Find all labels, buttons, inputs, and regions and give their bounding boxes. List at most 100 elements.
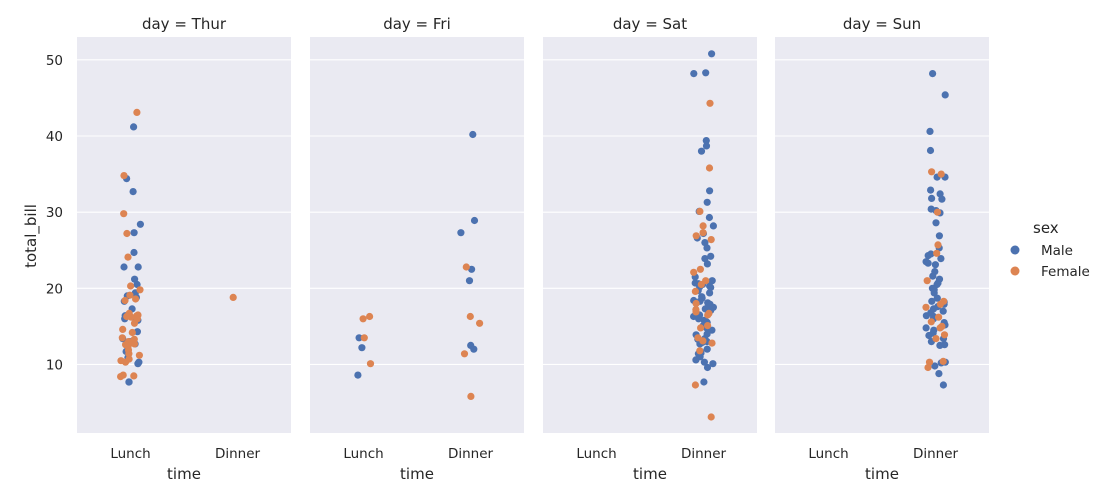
data-point [359, 315, 367, 323]
data-point [940, 331, 949, 339]
data-point [123, 229, 131, 238]
data-point [462, 263, 470, 271]
data-point [469, 130, 477, 139]
data-point [457, 229, 465, 237]
data-point [932, 335, 940, 343]
x-tick-label: Lunch [110, 446, 150, 462]
data-point [709, 360, 717, 368]
legend-entry: Male [1010, 243, 1073, 259]
data-point [136, 220, 144, 228]
data-point [706, 187, 714, 195]
data-point [132, 295, 140, 303]
data-point [460, 350, 469, 358]
data-point [130, 123, 138, 131]
data-point [120, 263, 128, 271]
data-point [355, 334, 363, 342]
data-point [135, 351, 143, 359]
facet-title: day = Sat [613, 15, 687, 33]
data-point [130, 372, 138, 380]
legend-marker [1010, 245, 1020, 255]
data-point [465, 277, 474, 285]
data-point [926, 127, 934, 135]
legend-label: Male [1041, 243, 1073, 259]
x-tick-label: Dinner [448, 446, 494, 462]
data-point [925, 331, 933, 340]
data-point [692, 299, 700, 308]
panel-background [310, 37, 524, 433]
data-point [133, 108, 141, 116]
panel-background [77, 37, 291, 433]
data-point [366, 312, 374, 321]
data-point [708, 326, 716, 334]
facet-panel-1: day = Thur Lunch Dinner time 10 20 30 40 50 [46, 15, 291, 483]
data-point [928, 168, 936, 176]
data-point [705, 164, 714, 172]
y-tick-label: 30 [46, 205, 63, 221]
data-point [937, 170, 945, 178]
x-axis-label: time [865, 465, 899, 483]
data-point [934, 241, 942, 249]
y-axis-label: total_bill [22, 204, 41, 268]
y-tick-label: 10 [46, 357, 63, 373]
x-tick-label: Lunch [343, 446, 383, 462]
facet-title: day = Fri [383, 15, 451, 33]
data-point [703, 260, 712, 268]
data-point [703, 363, 712, 372]
data-point [922, 312, 931, 320]
data-point [129, 188, 137, 196]
data-point [134, 360, 142, 368]
data-point [692, 308, 700, 316]
facet-title: day = Sun [843, 15, 921, 33]
data-point [466, 312, 474, 321]
data-point [467, 392, 475, 400]
data-point [941, 91, 949, 99]
data-point [121, 358, 130, 366]
x-axis-label: time [633, 465, 667, 483]
data-point [126, 291, 134, 299]
x-tick-label: Lunch [576, 446, 616, 462]
data-point [706, 289, 714, 297]
data-point [935, 370, 943, 378]
facet-panel-4: day = Sun Lunch Dinner time [775, 15, 989, 483]
legend-marker [1010, 266, 1020, 276]
data-point [935, 313, 943, 321]
data-point [928, 297, 936, 305]
legend-entries: Male Female [1010, 243, 1090, 280]
x-tick-label: Dinner [215, 446, 261, 462]
data-point [936, 324, 944, 332]
y-tick-label: 40 [46, 129, 63, 145]
data-point [936, 300, 945, 308]
data-point [707, 413, 715, 421]
data-point [939, 307, 947, 315]
data-point [692, 232, 700, 240]
data-point [117, 373, 125, 381]
data-point [360, 334, 368, 342]
data-point [703, 345, 711, 353]
data-point [926, 146, 935, 155]
data-point [709, 222, 718, 230]
data-point [929, 272, 937, 280]
data-point [931, 362, 939, 370]
data-point [690, 70, 698, 78]
data-point [707, 252, 715, 260]
data-point [923, 277, 931, 285]
data-point [929, 70, 937, 78]
x-tick-label: Dinner [681, 446, 727, 462]
data-point [924, 252, 932, 260]
data-point [708, 50, 716, 58]
data-point [354, 371, 362, 379]
data-point [937, 255, 945, 263]
data-point [707, 236, 715, 244]
data-point [707, 283, 715, 292]
data-point [932, 219, 940, 227]
data-point [697, 324, 705, 332]
data-point [922, 303, 930, 311]
data-point [935, 232, 944, 240]
data-point [933, 208, 942, 216]
x-tick-label: Dinner [913, 446, 959, 462]
y-tick-label: 50 [46, 53, 63, 69]
panel-background [543, 37, 757, 433]
data-point [702, 137, 710, 145]
